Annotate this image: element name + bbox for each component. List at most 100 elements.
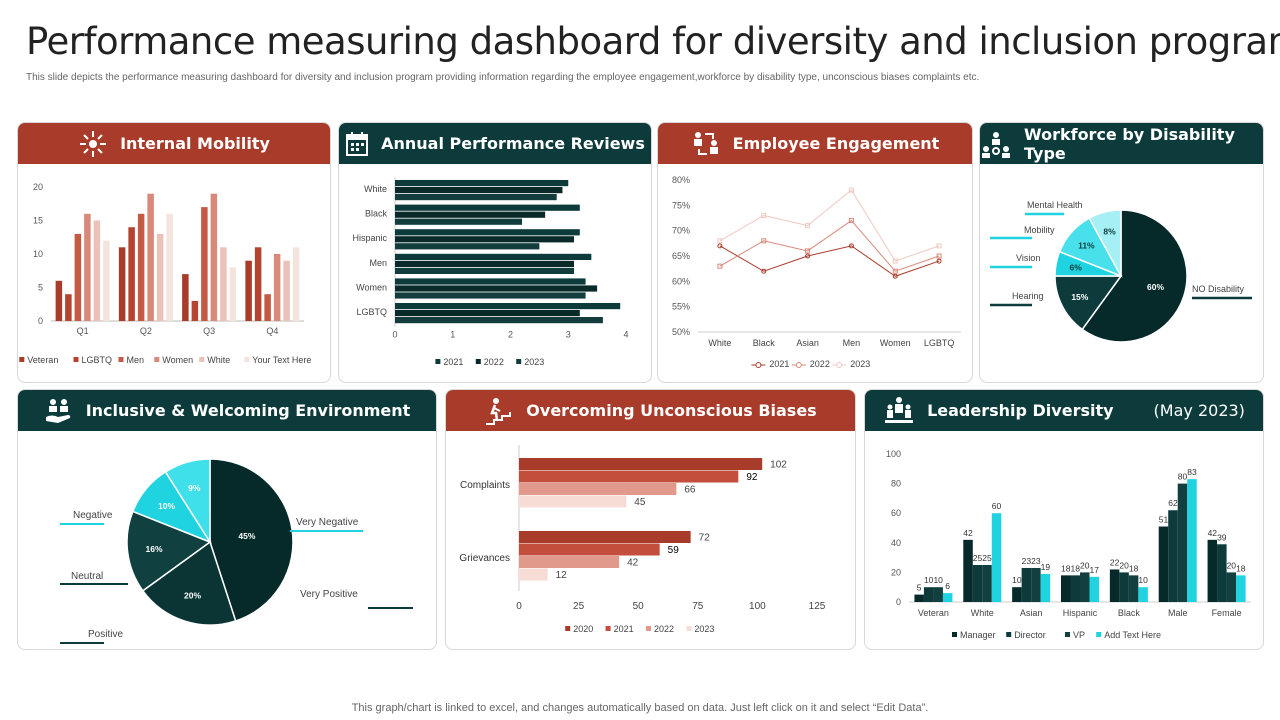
- data-label: 10: [924, 575, 934, 585]
- data-point: [892, 258, 898, 264]
- slice-label: 8%: [1103, 226, 1116, 236]
- slice-label: 15%: [1071, 292, 1088, 302]
- slice-label: 16%: [145, 544, 162, 554]
- data-label: 10: [1012, 575, 1022, 585]
- bar: [395, 292, 586, 299]
- legend-label: Women: [162, 355, 193, 365]
- data-point: [761, 268, 767, 274]
- legend-marker: [19, 357, 25, 362]
- card-disability: Workforce by Disability Type 60% 15% 6% 11%…: [979, 122, 1264, 383]
- team-gear-icon: [980, 130, 1012, 158]
- y-tick-label: 5: [38, 283, 43, 293]
- bar: [1236, 575, 1246, 602]
- data-label: 42: [963, 528, 973, 538]
- legend-marker: [795, 362, 802, 368]
- y-tick-label: 0: [896, 597, 901, 607]
- bar: [395, 310, 580, 317]
- bar: [519, 543, 660, 556]
- legend-marker: [755, 362, 762, 368]
- data-label: 18: [1071, 563, 1081, 573]
- data-label: 10: [1138, 575, 1148, 585]
- x-tick-label: White: [971, 608, 994, 618]
- bar: [220, 247, 227, 321]
- bar: [283, 260, 290, 321]
- card-header: Leadership Diversity (May 2023): [865, 390, 1263, 431]
- inclusive-chart[interactable]: 45% 20% 16% 10% 9% Very Positive Positive Neutr…: [18, 431, 437, 650]
- data-point: [717, 238, 723, 244]
- bar: [519, 531, 691, 543]
- pie-slice: [1081, 209, 1188, 343]
- card-header: Workforce by Disability Type: [980, 123, 1263, 164]
- bar: [395, 278, 586, 285]
- card-title: Inclusive & Welcoming Environment: [85, 401, 411, 420]
- legend-label: 2022: [810, 359, 830, 369]
- legend-label: 2023: [850, 359, 870, 369]
- bar: [254, 247, 262, 321]
- x-tick-label: Men: [843, 338, 861, 348]
- callout-label: Vision: [1016, 253, 1040, 263]
- bar: [137, 213, 145, 321]
- slice-label: 9%: [188, 483, 201, 493]
- pie-slice: [1054, 275, 1123, 331]
- legend-label: 2020: [573, 624, 593, 634]
- card-title: Workforce by Disability Type: [1024, 124, 1235, 163]
- data-label: 60: [992, 501, 1002, 511]
- legend-marker: [118, 357, 124, 362]
- bar: [201, 207, 208, 321]
- bar: [395, 260, 575, 267]
- legend-label: Veteran: [27, 355, 58, 365]
- bar: [1040, 573, 1051, 602]
- biases-chart[interactable]: 0 25 50 75 100 125 102 92 66 45 Complaints 72 59 42 12…: [446, 431, 856, 650]
- disability-chart[interactable]: 60% 15% 6% 11% 8% NO Disability Hearing Vision M…: [980, 164, 1264, 383]
- data-label: 18: [1129, 563, 1139, 573]
- legend-label: 2021: [443, 357, 463, 367]
- y-tick-label: 20: [891, 567, 901, 577]
- bar: [273, 254, 281, 321]
- y-tick-label: Hispanic: [352, 233, 387, 243]
- data-point: [805, 248, 811, 254]
- legend-label: Your Text Here: [252, 355, 311, 365]
- x-tick-label: Asian: [796, 338, 819, 348]
- legend-marker: [686, 626, 692, 631]
- data-point: [848, 218, 854, 224]
- bar: [991, 513, 1002, 602]
- data-label: 62: [1168, 498, 1178, 508]
- bar: [191, 300, 199, 321]
- card-title: Annual Performance Reviews: [381, 134, 645, 153]
- slice-label: 10%: [158, 501, 175, 511]
- data-point: [936, 258, 942, 264]
- bar: [1226, 572, 1237, 602]
- internal-mobility-chart[interactable]: 0 5 10 15 20 Q1 Q2 Q3 Q4 Veteran LGBTQ Men Women Whit…: [18, 164, 331, 383]
- x-tick-label: Women: [880, 338, 911, 348]
- engagement-chart[interactable]: 50% 55% 60% 65% 70% 75% 80% White Black Asian Men W…: [658, 164, 973, 383]
- slice-label: 6%: [1069, 262, 1082, 272]
- bar: [1177, 483, 1188, 602]
- x-tick-label: 0: [516, 601, 522, 612]
- y-tick-label: 80%: [672, 175, 690, 185]
- legend-label: Men: [127, 355, 145, 365]
- legend-label: 2023: [694, 624, 714, 634]
- data-label: 83: [1187, 467, 1197, 477]
- annual-reviews-chart[interactable]: 0 1 2 3 4 White Black Hispanic Men Women LGBTQ 2021…: [339, 164, 652, 383]
- legend-label: 2022: [654, 624, 674, 634]
- callout-label: Very Positive: [300, 589, 358, 600]
- bar: [923, 587, 934, 602]
- bar: [245, 260, 252, 321]
- y-tick-label: 75%: [672, 200, 690, 210]
- x-tick-label: Hispanic: [1063, 608, 1098, 618]
- bar: [395, 194, 557, 201]
- bar: [65, 294, 72, 321]
- card-inclusive: Inclusive & Welcoming Environment 45% 20%…: [17, 389, 437, 650]
- bar: [519, 556, 620, 568]
- data-point: [805, 223, 811, 229]
- x-tick-label: 1: [450, 330, 455, 340]
- card-header: Employee Engagement: [658, 123, 972, 164]
- bar: [1138, 587, 1148, 602]
- legend-label: Add Text Here: [1104, 630, 1161, 640]
- legend-label: 2022: [484, 357, 504, 367]
- callout-label: Mobility: [1024, 225, 1055, 235]
- bar: [210, 193, 218, 321]
- x-tick-label: 4: [623, 330, 628, 340]
- data-point: [717, 263, 723, 269]
